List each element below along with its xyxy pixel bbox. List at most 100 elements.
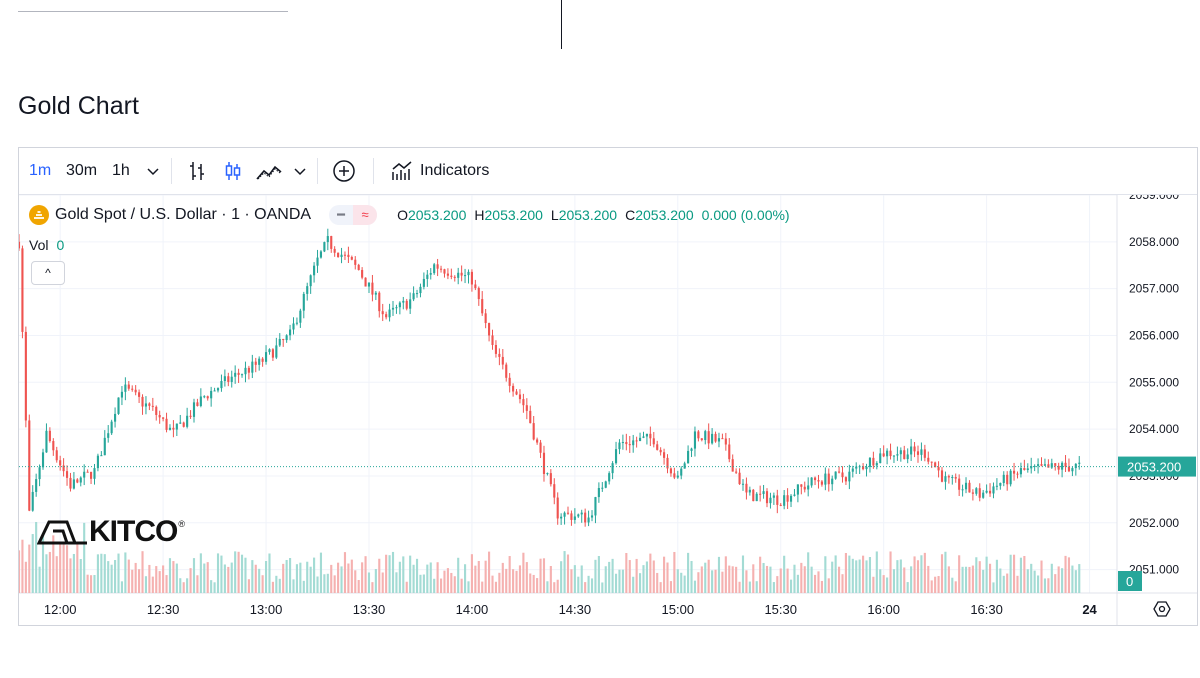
volume-bar	[645, 561, 648, 593]
volume-bar	[415, 558, 419, 593]
volume-bar	[470, 554, 473, 593]
volume-bar	[584, 582, 587, 593]
collapse-button[interactable]: ^	[31, 261, 65, 285]
candle-body	[155, 406, 158, 415]
price-tick-label: 2057.000	[1129, 282, 1179, 296]
candle-body	[1040, 464, 1043, 466]
indicators-button[interactable]: Indicators	[420, 162, 490, 179]
volume-bar	[752, 564, 755, 593]
candle-body	[481, 299, 484, 314]
candle-body	[323, 242, 326, 252]
candle-body	[385, 314, 388, 318]
candle-body	[570, 513, 573, 520]
volume-bar	[512, 569, 515, 593]
candle-body	[477, 288, 480, 300]
volume-bar	[374, 569, 377, 593]
volume-bar	[961, 566, 964, 593]
candle-body	[1026, 468, 1029, 470]
volume-bar	[735, 566, 738, 593]
volume-bar	[999, 568, 1002, 593]
volume-bar	[844, 552, 847, 593]
volume-bar	[789, 579, 793, 593]
candle-body	[916, 451, 920, 455]
volume-bar	[309, 566, 312, 593]
candle-body	[669, 468, 673, 474]
volume-bar	[141, 551, 144, 593]
candle-body	[450, 275, 453, 277]
interval-1m[interactable]: 1m	[29, 162, 52, 179]
candle-body	[24, 331, 27, 421]
candle-body	[1061, 462, 1064, 470]
candle-body	[508, 377, 511, 386]
market-status-pill[interactable]: ━ ≈	[329, 205, 378, 225]
volume-bar	[947, 566, 950, 593]
candle-body	[934, 462, 937, 468]
gold-coin-icon	[29, 205, 49, 225]
volume-bar	[93, 575, 96, 593]
candle-body	[834, 471, 837, 479]
candle-body	[45, 430, 48, 453]
bar-chart-icon[interactable]	[185, 159, 209, 183]
area-chart-icon[interactable]	[255, 159, 283, 183]
volume-bar	[532, 574, 535, 593]
candle-body	[72, 479, 75, 489]
volume-bar	[285, 559, 288, 593]
interval-30m[interactable]: 30m	[66, 162, 98, 179]
candle-body	[903, 450, 906, 460]
volume-bar	[398, 561, 401, 593]
chevron-down-icon[interactable]	[288, 159, 312, 183]
volume-bar	[48, 551, 51, 593]
volume-bar	[268, 553, 271, 593]
candle-body	[220, 380, 223, 389]
candle-body	[995, 485, 998, 487]
volume-bar	[381, 572, 384, 593]
volume-bar	[556, 579, 559, 593]
candle-body	[597, 487, 600, 498]
candle-body	[553, 484, 556, 498]
candle-body	[1037, 464, 1040, 466]
candle-body	[189, 415, 192, 417]
volume-bar	[635, 558, 638, 593]
candle-body	[206, 396, 209, 399]
volume-bar	[522, 552, 525, 593]
volume-bar	[580, 565, 583, 593]
interval-1h[interactable]: 1h	[112, 162, 130, 179]
candle-body	[309, 275, 312, 287]
price-chart[interactable]: 2051.0002052.0002053.0002054.0002055.000…	[19, 195, 1197, 625]
candle-body	[179, 422, 182, 424]
volume-bar	[460, 578, 463, 593]
volume-bar	[741, 555, 745, 593]
volume-bar	[443, 570, 446, 593]
chevron-down-icon[interactable]	[141, 159, 165, 183]
plot-area[interactable]: 2051.0002052.0002053.0002054.0002055.000…	[19, 195, 1197, 625]
candle-body	[687, 450, 690, 464]
volume-bar	[824, 556, 827, 593]
candle-body	[512, 385, 515, 392]
volume-bar	[813, 574, 817, 593]
candle-body	[52, 441, 55, 451]
volume-bar	[155, 566, 158, 593]
volume-bar	[289, 558, 292, 593]
candle-body	[608, 473, 611, 482]
candle-body	[247, 367, 250, 373]
candle-body	[824, 473, 827, 485]
indicators-icon[interactable]	[390, 159, 414, 183]
price-tick-label: 2055.000	[1129, 375, 1179, 389]
candle-body	[807, 485, 810, 490]
volume-bar	[316, 576, 319, 593]
add-circle-icon[interactable]	[332, 159, 356, 183]
candle-body	[944, 476, 947, 482]
candlestick-icon[interactable]	[221, 159, 245, 183]
candle-body	[172, 427, 175, 430]
volume-bar	[203, 563, 206, 593]
volume-bar	[1078, 564, 1081, 593]
symbol-label[interactable]: Gold Spot / U.S. Dollar · 1 · OANDA	[55, 206, 312, 223]
candle-body	[199, 396, 202, 407]
volume-bar	[879, 569, 882, 593]
volume-bar	[62, 544, 65, 593]
volume-bar	[934, 576, 937, 593]
volume-bar	[759, 556, 762, 593]
volume-bar	[649, 553, 652, 593]
volume-bar	[453, 576, 456, 593]
candle-body	[330, 236, 333, 249]
